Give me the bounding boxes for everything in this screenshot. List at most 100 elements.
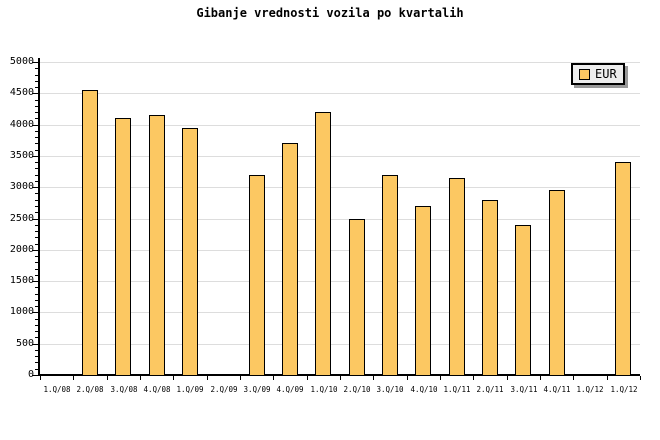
bar-4.Q/10 <box>415 206 431 376</box>
y-axis-minor-tick <box>35 287 38 288</box>
y-axis-label: 1500 <box>9 275 34 286</box>
x-axis-tick <box>573 376 574 380</box>
y-axis-minor-tick <box>35 369 38 370</box>
legend-box: EUR <box>571 63 625 85</box>
y-axis-minor-tick <box>35 100 38 101</box>
y-axis-minor-tick <box>35 237 38 238</box>
bar-4.Q/11 <box>549 190 565 376</box>
gridline <box>40 125 640 126</box>
x-axis-label: 1.Q/08 <box>43 385 71 394</box>
y-axis-minor-tick <box>35 193 38 194</box>
x-axis-line <box>38 374 640 376</box>
bar-3.Q/09 <box>249 175 265 376</box>
y-axis-minor-tick <box>35 319 38 320</box>
x-axis-tick <box>40 376 41 380</box>
x-axis-tick <box>440 376 441 380</box>
y-axis-minor-tick <box>35 168 38 169</box>
y-axis-minor-tick <box>35 306 38 307</box>
x-axis-tick <box>273 376 274 380</box>
y-axis-minor-tick <box>35 244 38 245</box>
y-axis-minor-tick <box>35 325 38 326</box>
x-axis-tick <box>73 376 74 380</box>
x-axis-tick <box>107 376 108 380</box>
x-axis-label: 4.Q/10 <box>410 385 438 394</box>
y-axis-minor-tick <box>35 206 38 207</box>
y-axis-minor-tick <box>35 200 38 201</box>
x-axis-tick <box>507 376 508 380</box>
x-axis-label: 2.Q/09 <box>210 385 238 394</box>
gridline <box>40 219 640 220</box>
x-axis-tick <box>173 376 174 380</box>
y-axis-label: 500 <box>15 338 34 349</box>
y-axis-major-tick <box>32 281 38 282</box>
bar-4.Q/09 <box>282 143 298 376</box>
x-axis-tick <box>207 376 208 380</box>
y-axis-major-tick <box>32 125 38 126</box>
y-axis-minor-tick <box>35 68 38 69</box>
y-axis-minor-tick <box>35 225 38 226</box>
y-axis-minor-tick <box>35 350 38 351</box>
gridline <box>40 281 640 282</box>
x-axis-label: 4.Q/09 <box>276 385 304 394</box>
x-axis-label: 1.Q/09 <box>176 385 204 394</box>
x-axis-label: 1.Q/10 <box>310 385 338 394</box>
y-axis-minor-tick <box>35 231 38 232</box>
x-axis-tick <box>607 376 608 380</box>
x-axis-label: 1.Q/12 <box>576 385 604 394</box>
bar-2.Q/08 <box>82 90 98 376</box>
y-axis-major-tick <box>32 344 38 345</box>
y-axis-minor-tick <box>35 87 38 88</box>
x-axis-label: 3.Q/08 <box>110 385 138 394</box>
gridline <box>40 250 640 251</box>
y-axis-minor-tick <box>35 300 38 301</box>
x-axis-label: 2.Q/08 <box>76 385 104 394</box>
bar-3.Q/11 <box>515 225 531 376</box>
y-axis-minor-tick <box>35 162 38 163</box>
x-axis-label: 1.Q/12 <box>610 385 638 394</box>
gridline <box>40 187 640 188</box>
y-axis-major-tick <box>32 93 38 94</box>
y-axis-minor-tick <box>35 137 38 138</box>
y-axis-label: 3000 <box>9 181 34 192</box>
x-axis-label: 3.Q/11 <box>510 385 538 394</box>
x-axis-label: 2.Q/10 <box>343 385 371 394</box>
bar-1.Q/09 <box>182 128 198 376</box>
y-axis-minor-tick <box>35 362 38 363</box>
x-axis-tick <box>640 376 641 380</box>
gridline <box>40 62 640 63</box>
y-axis-major-tick <box>32 312 38 313</box>
y-axis-minor-tick <box>35 81 38 82</box>
y-axis-minor-tick <box>35 337 38 338</box>
y-axis-major-tick <box>32 375 38 376</box>
y-axis-minor-tick <box>35 131 38 132</box>
x-axis-tick <box>540 376 541 380</box>
y-axis-label: 1000 <box>9 306 34 317</box>
y-axis-minor-tick <box>35 294 38 295</box>
y-axis-major-tick <box>32 219 38 220</box>
legend-label: EUR <box>595 67 617 81</box>
y-axis-minor-tick <box>35 212 38 213</box>
y-axis-minor-tick <box>35 331 38 332</box>
y-axis-label: 2000 <box>9 244 34 255</box>
y-axis-minor-tick <box>35 112 38 113</box>
y-axis-label: 0 <box>27 369 34 380</box>
y-axis-minor-tick <box>35 269 38 270</box>
y-axis-minor-tick <box>35 256 38 257</box>
y-axis-label: 2500 <box>9 213 34 224</box>
bar-2.Q/11 <box>482 200 498 376</box>
bar-3.Q/10 <box>382 175 398 376</box>
bar-1.Q/12 <box>615 162 631 376</box>
x-axis-tick <box>240 376 241 380</box>
bar-1.Q/10 <box>315 112 331 376</box>
y-axis-minor-tick <box>35 106 38 107</box>
y-axis-minor-tick <box>35 181 38 182</box>
x-axis-tick <box>340 376 341 380</box>
x-axis-label: 4.Q/11 <box>543 385 571 394</box>
x-axis-label: 1.Q/11 <box>443 385 471 394</box>
y-axis-major-tick <box>32 62 38 63</box>
y-axis-line <box>38 58 40 376</box>
y-axis-minor-tick <box>35 275 38 276</box>
y-axis-major-tick <box>32 187 38 188</box>
x-axis-tick <box>473 376 474 380</box>
x-axis-tick <box>407 376 408 380</box>
